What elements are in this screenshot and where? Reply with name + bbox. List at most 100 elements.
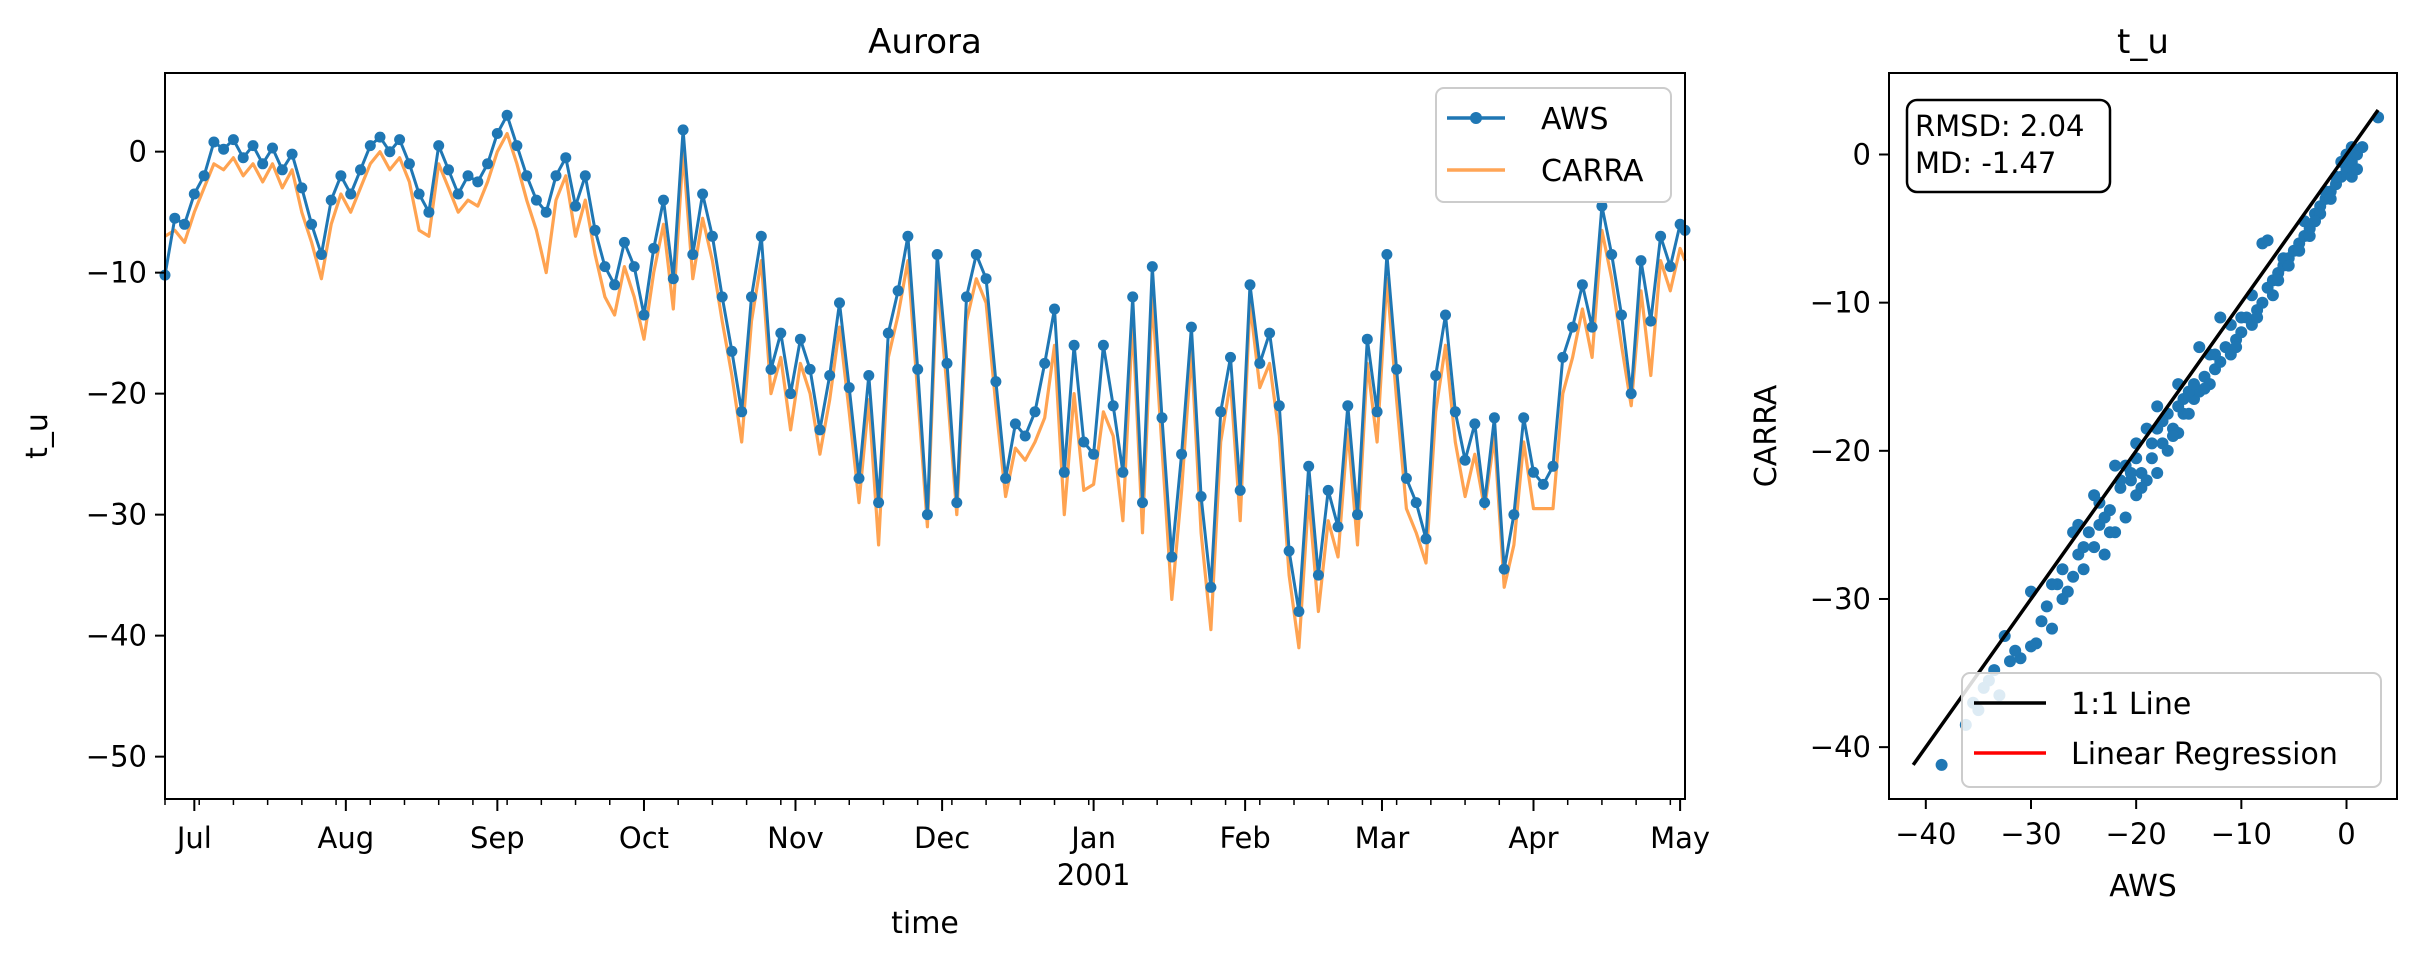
scatter-point bbox=[2182, 407, 2195, 420]
scatter-point bbox=[2293, 244, 2306, 257]
scatter-point bbox=[2030, 637, 2043, 650]
aws-point bbox=[218, 143, 230, 155]
timeseries-ylabel: t_u bbox=[20, 413, 55, 459]
x-tick-sublabel: 2001 bbox=[1057, 858, 1131, 892]
aws-point bbox=[1381, 249, 1393, 260]
aws-point bbox=[775, 327, 787, 339]
aws-point bbox=[961, 291, 972, 303]
scatter-point bbox=[2009, 644, 2022, 657]
aws-point bbox=[804, 363, 816, 375]
aws-point bbox=[335, 170, 347, 182]
aws-point bbox=[1449, 406, 1461, 418]
scatter-point bbox=[2151, 400, 2164, 413]
aws-point bbox=[423, 206, 435, 218]
aws-point bbox=[530, 194, 542, 206]
aws-point bbox=[1479, 497, 1491, 509]
aws-point bbox=[403, 158, 415, 170]
aws-point bbox=[1195, 491, 1207, 502]
scatter-point bbox=[2145, 452, 2158, 465]
scatter-point bbox=[2256, 296, 2269, 309]
aws-point bbox=[550, 170, 562, 182]
aws-point bbox=[1459, 454, 1471, 466]
x-tick-label: −10 bbox=[2211, 817, 2272, 851]
scatter-point bbox=[2135, 481, 2148, 494]
scatter-point bbox=[2151, 467, 2164, 479]
aws-point bbox=[1332, 521, 1344, 533]
y-tick-label: −30 bbox=[1810, 582, 1871, 616]
aws-point bbox=[990, 376, 1002, 388]
aws-point bbox=[355, 164, 366, 176]
scatter-point bbox=[2303, 230, 2316, 242]
aws-point bbox=[325, 194, 337, 206]
aws-point bbox=[1440, 309, 1451, 321]
aws-point bbox=[1039, 357, 1051, 369]
aws-point bbox=[267, 142, 278, 154]
aws-point bbox=[1635, 255, 1647, 267]
x-tick-label: Oct bbox=[619, 821, 669, 855]
scatter-point bbox=[2082, 526, 2095, 539]
scatter-point bbox=[2077, 563, 2090, 576]
scatter-point bbox=[2177, 393, 2190, 405]
aws-point bbox=[726, 345, 738, 357]
aws-point bbox=[716, 291, 728, 303]
scatter-x-ticks: −40 −30 −20 −10 0 bbox=[1895, 799, 2356, 851]
aws-point bbox=[746, 291, 757, 303]
x-tick-label: −30 bbox=[2000, 817, 2061, 851]
legend-aws-label: AWS bbox=[1541, 102, 1609, 137]
x-tick-label: Jan bbox=[1069, 821, 1116, 855]
aws-point bbox=[452, 188, 464, 200]
x-tick-label: Jul bbox=[175, 821, 212, 855]
aws-point bbox=[1342, 400, 1354, 412]
aws-point bbox=[1391, 363, 1403, 375]
scatter-point bbox=[2214, 311, 2227, 324]
aws-point bbox=[1567, 321, 1579, 333]
y-tick-label: −40 bbox=[1810, 730, 1871, 764]
aws-point bbox=[1361, 333, 1373, 345]
aws-point bbox=[785, 388, 797, 400]
aws-point bbox=[443, 164, 454, 176]
aws-point bbox=[1606, 249, 1618, 260]
aws-point bbox=[970, 249, 982, 260]
aws-point bbox=[374, 131, 386, 143]
y-tick-label: −30 bbox=[86, 498, 147, 532]
aws-point bbox=[521, 170, 533, 182]
aws-point bbox=[902, 230, 914, 242]
aws-point bbox=[1400, 472, 1412, 484]
aws-point bbox=[834, 297, 845, 309]
aws-point bbox=[912, 363, 924, 375]
aws-point bbox=[824, 370, 836, 381]
x-tick-label: Nov bbox=[767, 821, 824, 855]
aws-point bbox=[511, 140, 523, 152]
scatter-point bbox=[2109, 459, 2122, 472]
aws-point bbox=[1518, 412, 1530, 424]
aws-point bbox=[1049, 303, 1060, 315]
scatter-plot-area bbox=[1911, 109, 2385, 771]
aws-point bbox=[1058, 466, 1070, 478]
aws-point bbox=[1312, 569, 1324, 581]
x-tick-label: −20 bbox=[2106, 817, 2167, 851]
scatter-point bbox=[2193, 341, 2206, 354]
aws-point bbox=[1146, 261, 1158, 273]
aws-point bbox=[1127, 291, 1139, 303]
aws-point bbox=[1430, 370, 1442, 381]
aws-point bbox=[618, 236, 630, 248]
aws-point bbox=[1596, 200, 1608, 212]
aws-point bbox=[247, 140, 259, 152]
aws-point bbox=[179, 218, 190, 230]
scatter-point bbox=[2124, 467, 2137, 479]
aws-point bbox=[433, 140, 445, 152]
scatter-point bbox=[1935, 758, 1948, 771]
aws-point bbox=[951, 497, 963, 509]
aws-point bbox=[1215, 406, 1227, 418]
legend-carra-label: CARRA bbox=[1541, 154, 1644, 189]
timeseries-axes-frame bbox=[164, 72, 1686, 800]
aws-point bbox=[599, 261, 611, 273]
aws-point bbox=[628, 261, 640, 273]
scatter-ylabel: CARRA bbox=[1749, 384, 1784, 487]
aws-point bbox=[1664, 261, 1676, 273]
scatter-panel: t_u 0 −10 −20 −30 −40 −40 −30 −20 −10 0 CARRA AW… bbox=[1749, 22, 2398, 904]
aws-point bbox=[921, 509, 933, 521]
scatter-point bbox=[2098, 548, 2111, 561]
aws-point bbox=[1176, 448, 1188, 460]
